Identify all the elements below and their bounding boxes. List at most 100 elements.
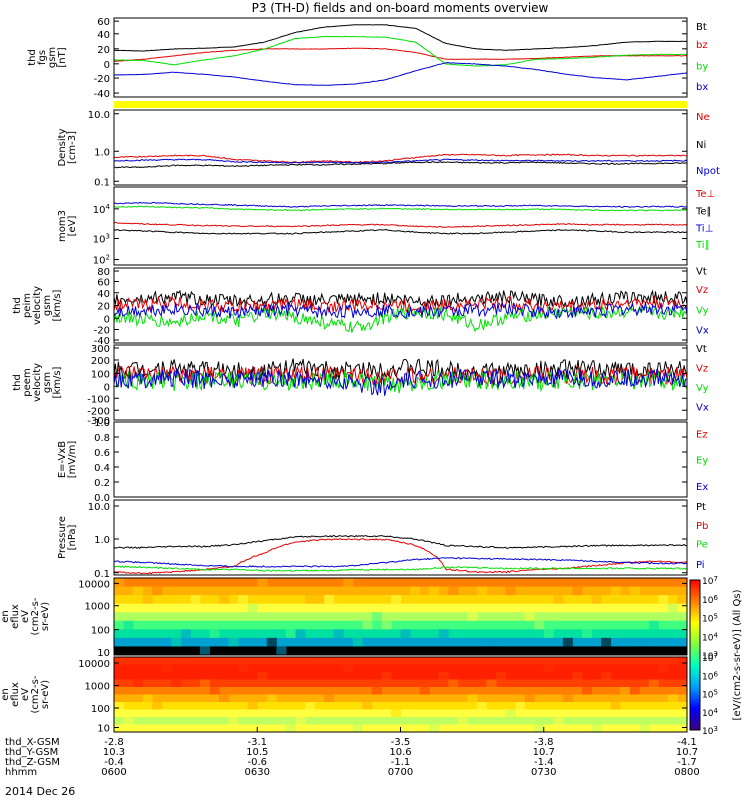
y-tick-label: -20 — [94, 74, 110, 85]
y-tick-label: -200 — [87, 406, 110, 417]
legend-entry: Ne — [696, 112, 710, 123]
y-tick-label: -100 — [87, 394, 110, 405]
panel-9: 10000 1000 100 10 thdpeerenefluxeV(cm2-s-sr-… — [0, 656, 688, 735]
orbit-value: 10.7 — [676, 747, 698, 758]
heatmap-cell — [667, 694, 678, 702]
status-bar — [114, 101, 687, 108]
heatmap-cell — [257, 578, 268, 587]
heatmap-cell — [591, 724, 602, 732]
heatmap-cell — [324, 694, 335, 702]
y-tick-label: 300 — [91, 344, 110, 355]
series-line-2 — [113, 295, 688, 314]
heatmap-cell — [553, 717, 564, 725]
colorbar-label: [eV/(cm2-s-sr-eV)] (All Qs) — [732, 589, 743, 720]
legend-entry: Npot — [696, 166, 720, 177]
orbit-value: 10.3 — [103, 747, 125, 758]
heatmap-cell — [448, 679, 459, 687]
y-tick-label: 40 — [97, 289, 110, 300]
heatmap-cell — [219, 595, 230, 604]
heatmap-cell — [648, 620, 659, 630]
series-line-2 — [113, 538, 688, 575]
heatmap-cell — [448, 586, 459, 596]
orbit-value: -1.4 — [534, 757, 554, 768]
y-tick-label: 80 — [97, 267, 110, 278]
orbit-row-label: thd_Z-GSM — [5, 757, 60, 768]
heatmap-cell — [562, 694, 573, 702]
heatmap-cell — [190, 595, 201, 604]
orbit-value: -4.1 — [677, 737, 697, 748]
panel-frame — [113, 499, 688, 576]
heatmap-band — [114, 646, 687, 656]
heatmap-cell — [133, 586, 144, 596]
heatmap-cell — [266, 694, 277, 702]
y-tick-label: 200 — [91, 356, 110, 367]
y-tick-label: 0.6 — [94, 448, 110, 459]
y-tick-label: 100 — [91, 704, 110, 715]
panel-frame — [113, 344, 688, 421]
heatmap-cell — [142, 595, 153, 604]
colorbar-tick: 105 — [702, 689, 718, 701]
panel-2: 10.0 1.0 0.1 Density[cm-3] Ne Ni Npot — [57, 109, 720, 188]
y-tick-label: 100 — [91, 370, 110, 381]
y-tick-label: 40 — [97, 30, 110, 41]
heatmap-cell — [247, 702, 258, 710]
y-tick-label: 0 — [104, 382, 110, 393]
colorbar-tick: 107 — [702, 575, 718, 587]
y-tick-label: 10000 — [78, 579, 110, 590]
heatmap-cell — [390, 595, 401, 604]
heatmap-cell — [658, 664, 669, 672]
y-tick-label: 1.0 — [94, 535, 110, 546]
heatmap-cell — [534, 724, 545, 732]
heatmap-cell — [410, 724, 421, 732]
legend-entry: bz — [696, 40, 708, 51]
heatmap-cell — [190, 664, 201, 672]
legend-entry: Vy — [696, 383, 709, 394]
legend-entry: Ey — [696, 456, 708, 467]
legend-entry: Vz — [696, 364, 708, 375]
series-line-4 — [113, 367, 688, 396]
heatmap-cell — [572, 672, 583, 680]
heatmap-cell — [161, 664, 172, 672]
orbit-value: 0630 — [245, 767, 270, 778]
heatmap-cell — [639, 724, 650, 732]
y-axis-label: thdpeemvelocitygsm[km/s] — [12, 363, 63, 402]
heatmap-cell — [114, 702, 125, 710]
series-line-4 — [113, 62, 688, 86]
heatmap-cell — [123, 620, 134, 630]
heatmap-cell — [534, 620, 545, 630]
orbit-value: 10.5 — [246, 747, 268, 758]
legend-entry: by — [696, 61, 708, 72]
heatmap-cell — [610, 702, 621, 710]
heatmap-cell — [123, 717, 134, 725]
orbit-value: -3.1 — [247, 737, 267, 748]
heatmap-cell — [343, 578, 354, 587]
panel-frame — [113, 17, 688, 98]
heatmap-cell — [648, 679, 659, 687]
heatmap-cell — [601, 672, 612, 680]
heatmap-cell — [381, 672, 392, 680]
heatmap-cell — [371, 687, 382, 695]
orbit-value: 10.6 — [389, 747, 411, 758]
series-line-2 — [113, 228, 688, 235]
y-tick-label: 10 — [97, 648, 110, 659]
heatmap-cell — [295, 717, 306, 725]
legend-entry: Bt — [696, 22, 707, 33]
panel-6: 1.0 0.8 0.6 0.4 0.2 0.0 E=-VxB[mV/m] Ez Ey Ex — [57, 418, 708, 504]
heatmap-band — [114, 702, 687, 710]
date-label: 2014 Dec 26 — [5, 785, 75, 798]
heatmap-cell — [371, 612, 382, 621]
heatmap-band — [114, 717, 687, 725]
y-axis-label: thdfgsgsm[nT] — [27, 47, 68, 68]
series-line-2 — [113, 161, 688, 169]
legend-entry: Vt — [696, 344, 707, 355]
legend-entry: Vz — [696, 285, 708, 296]
y-tick-label: -40 — [94, 336, 110, 347]
y-tick-label: 102 — [93, 254, 110, 267]
panel-1: 60 40 20 0 -20 -40 thdfgsgsm[nT] Bt bz by bx — [27, 17, 708, 108]
heatmap-cell — [219, 694, 230, 702]
heatmap-cell — [505, 709, 516, 717]
series-line-1 — [113, 221, 688, 228]
heatmap-cell — [524, 694, 535, 702]
heatmap-cell — [142, 694, 153, 702]
y-tick-label: 10000 — [78, 659, 110, 670]
